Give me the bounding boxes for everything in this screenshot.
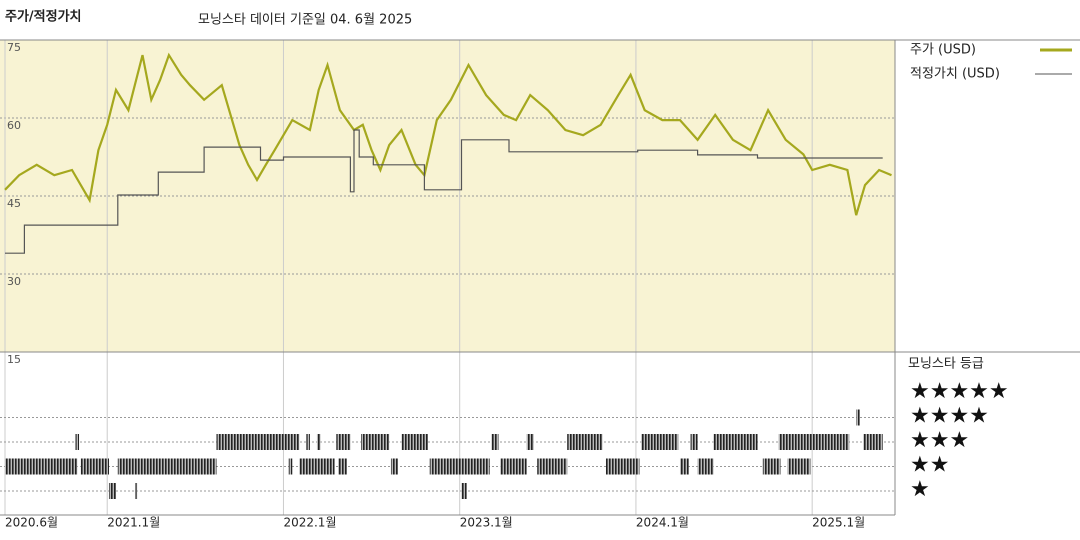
rating-bar xyxy=(605,458,640,475)
rating-bar xyxy=(401,434,428,450)
rating-label: ★★ xyxy=(910,453,949,478)
frame xyxy=(0,39,1080,516)
x-tick-label: 2020.6월 xyxy=(5,516,58,530)
rating-bar xyxy=(288,458,293,475)
rating-bar xyxy=(336,434,351,450)
rating-bar xyxy=(697,458,714,475)
rating-bar xyxy=(429,458,490,475)
rating-bar xyxy=(108,483,117,499)
rating-bar xyxy=(762,458,781,475)
legend-label: 적정가치 (USD) xyxy=(910,67,1000,82)
x-tick-label: 2024.1월 xyxy=(636,516,689,530)
rating-bar xyxy=(80,458,109,475)
rating-label: ★★★★★ xyxy=(910,379,1009,404)
rating-bar xyxy=(316,434,321,450)
rating-bar xyxy=(299,458,335,475)
legend-label: 주가 (USD) xyxy=(910,43,976,58)
rating-bar xyxy=(75,434,80,450)
rating-bar xyxy=(526,434,534,450)
rating-bar xyxy=(856,409,860,426)
y-tick-label: 15 xyxy=(7,353,21,366)
rating-bar xyxy=(641,434,679,450)
y-tick-label: 45 xyxy=(7,197,21,210)
rating-bar xyxy=(863,434,883,450)
x-tick-label: 2021.1월 xyxy=(107,516,160,530)
chart-subtitle: 모닝스타 데이터 기준일 04. 6월 2025 xyxy=(198,13,412,28)
x-tick-label: 2022.1월 xyxy=(283,516,336,530)
rating-label: ★★★ xyxy=(910,428,969,453)
rating-bar xyxy=(216,434,300,450)
rating-bar xyxy=(567,434,603,450)
chart-title: 주가/적정가치 xyxy=(5,9,82,25)
series-line xyxy=(5,129,883,254)
rating-bar xyxy=(778,434,850,450)
rating-bar xyxy=(491,434,499,450)
rating-bar xyxy=(679,458,689,475)
series-line xyxy=(4,52,892,216)
rating-bar xyxy=(361,434,390,450)
rating-label: ★★★★ xyxy=(910,404,989,429)
rating-title: 모닝스타 등급 xyxy=(908,357,984,372)
rating-bar xyxy=(690,434,698,450)
rating-bar xyxy=(390,458,399,475)
x-tick-label: 2023.1월 xyxy=(460,516,513,530)
y-tick-label: 75 xyxy=(7,41,21,54)
rating-bar xyxy=(461,483,467,499)
rating-bar xyxy=(135,483,138,499)
x-tick-label: 2025.1월 xyxy=(812,516,865,530)
rating-bar xyxy=(5,458,78,475)
rating-bar xyxy=(537,458,568,475)
rating-bar xyxy=(306,434,310,450)
rating-bar xyxy=(338,458,347,475)
y-tick-label: 60 xyxy=(7,119,21,132)
rating-bar xyxy=(500,458,527,475)
y-tick-label: 30 xyxy=(7,275,21,288)
rating-bar xyxy=(117,458,217,475)
rating-bar xyxy=(787,458,811,475)
rating-bar xyxy=(713,434,758,450)
rating-label: ★ xyxy=(910,477,930,502)
